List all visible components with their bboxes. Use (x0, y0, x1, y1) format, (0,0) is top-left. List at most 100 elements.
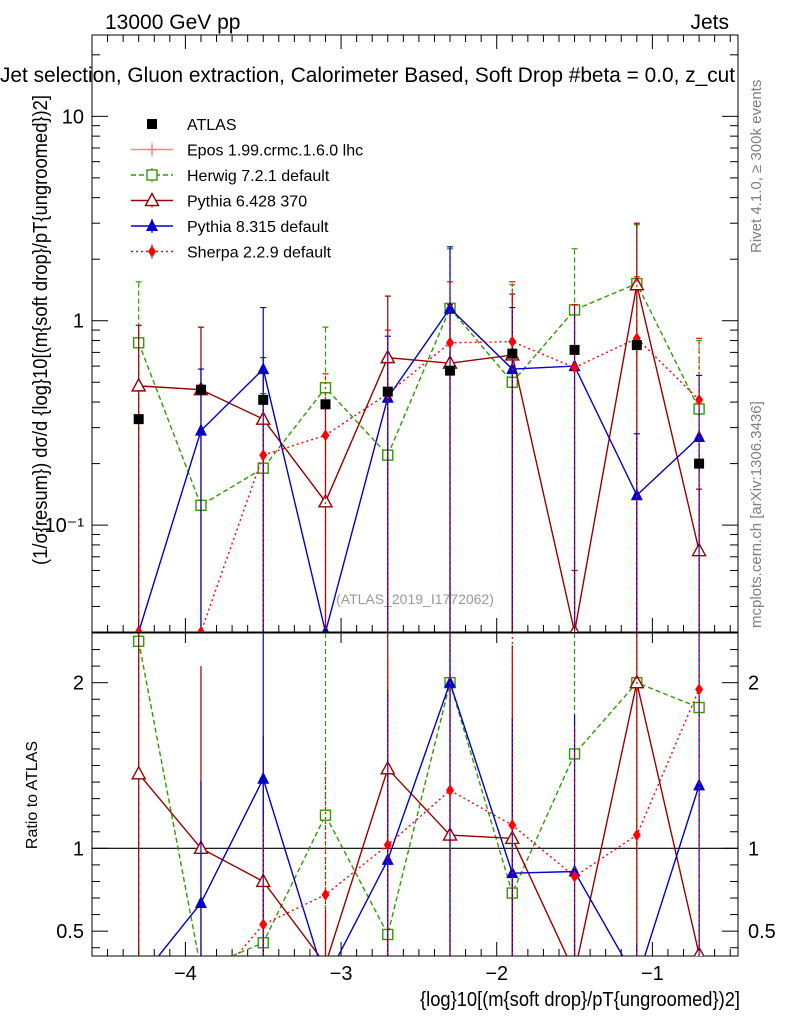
series-pythia (135, 246, 706, 632)
main-frame (91, 34, 739, 633)
data-point (259, 449, 268, 462)
ratio-point (383, 839, 392, 852)
legend-label: Pythia 6.428 370 (187, 194, 307, 211)
data-point (194, 423, 207, 436)
main-plot-area (131, 222, 707, 632)
ratio-point (194, 895, 207, 908)
ratio-series-line (138, 682, 700, 956)
data-point (446, 336, 455, 349)
x-tick-label: −1 (641, 963, 664, 985)
x-tick-label: −2 (485, 963, 508, 985)
process-label: Jets (690, 11, 729, 34)
ratio-point (508, 819, 517, 832)
ratio-series-line (157, 680, 700, 956)
ratio-point (197, 991, 205, 1003)
x-tick-label: −4 (174, 963, 197, 985)
ratio-point (568, 966, 581, 978)
atlas-data-point (631, 340, 642, 351)
data-point (629, 276, 645, 291)
ratio-point (693, 778, 706, 791)
ratio-point (321, 888, 330, 901)
ratio-point (257, 771, 270, 784)
data-point (444, 301, 457, 314)
y-tick-label-ratio: 0.5 (56, 921, 84, 943)
atlas-data-point (258, 394, 269, 405)
series-line (138, 284, 700, 632)
y-axis-label-ratio: Ratio to ATLAS (24, 741, 41, 849)
data-point (196, 626, 205, 632)
series-line (138, 282, 700, 507)
legend-marker (148, 245, 156, 258)
atlas-data-point (382, 386, 393, 397)
atlas-data-point (507, 348, 518, 359)
legend-label: ATLAS (187, 117, 237, 134)
atlas-data-point (694, 458, 705, 469)
y-tick-label-main: 10⁻¹ (45, 515, 85, 537)
atlas-data-point (195, 384, 206, 395)
legend: ATLAS Epos 1.99.crmc.1.6.0 lhc Herwig 7.2.… (131, 117, 363, 262)
legend-marker (146, 219, 158, 231)
y-tick-label-main: 10 (62, 106, 84, 128)
atlas-data-point (445, 365, 456, 376)
ratio-frame (91, 632, 739, 957)
atlas-data-point (320, 399, 331, 410)
data-point (506, 362, 519, 375)
ratio-point (131, 765, 147, 780)
ratio-point (319, 809, 332, 821)
x-tick-label: −3 (330, 963, 353, 985)
data-point (321, 429, 330, 442)
data-point (695, 393, 704, 406)
y-tick-label-ratio: 1 (73, 838, 84, 860)
y-axis-label-main: (1/σ{resum}) dσ/d {log}10[(m{soft drop}/… (30, 95, 52, 565)
data-point (134, 626, 143, 632)
legend-marker (147, 119, 157, 129)
series-line (138, 307, 700, 632)
y-tick-label-ratio: 2 (73, 673, 84, 695)
ratio-axes: −4 −3 −2 −1 0.5 0.5 1 1 2 2 (56, 633, 776, 985)
y-tick-label-ratio-right: 0.5 (748, 921, 776, 943)
atlas-data-point (133, 414, 144, 425)
data-point (693, 429, 706, 442)
data-point (317, 493, 334, 508)
series-line (138, 337, 700, 632)
ratio-point (133, 974, 145, 986)
ratio-point (695, 683, 704, 696)
data-point (508, 335, 517, 348)
series-pythia (131, 222, 707, 632)
legend-marker (144, 192, 160, 207)
data-point (257, 362, 270, 375)
series-sherpa (134, 276, 704, 632)
legend-label: Epos 1.99.crmc.1.6.0 lhc (187, 143, 363, 160)
data-point (131, 377, 147, 392)
series-atlas (133, 340, 705, 469)
ratio-point (444, 675, 457, 688)
ratio-point (570, 870, 579, 883)
ratio-series-sherpa (135, 633, 704, 1003)
analysis-watermark: (ATLAS_2019_I1772062) (336, 591, 494, 607)
ratio-point (196, 964, 206, 974)
ratio-point (259, 918, 268, 931)
x-axis-label: {log}10[(m{soft drop}/pT{ungroomed})2] (420, 989, 740, 1011)
y-tick-label-ratio-right: 2 (748, 673, 759, 695)
y-tick-label-main: 1 (73, 311, 84, 333)
ratio-point (446, 784, 455, 797)
ratio-point (135, 991, 143, 1003)
ratio-series-pythia (133, 633, 706, 986)
legend-marker (146, 169, 158, 181)
ratio-series-herwig (132, 633, 705, 974)
ratio-plot-area (131, 633, 706, 1003)
legend-label: Herwig 7.2.1 default (187, 168, 330, 185)
rivet-label: Rivet 4.1.0, ≥ 300k events (748, 80, 765, 253)
data-point (630, 488, 643, 501)
plot-title: Jet selection, Gluon extraction, Calorim… (0, 64, 735, 87)
series-herwig (132, 224, 705, 632)
data-point (570, 361, 579, 374)
ratio-point (632, 829, 641, 842)
ratio-series-line (138, 641, 700, 956)
legend-label: Sherpa 2.2.9 default (187, 245, 332, 262)
ratio-series-pythia (131, 633, 705, 978)
legend-label: Pythia 8.315 default (187, 219, 329, 236)
energy-label: 13000 GeV pp (105, 11, 240, 34)
